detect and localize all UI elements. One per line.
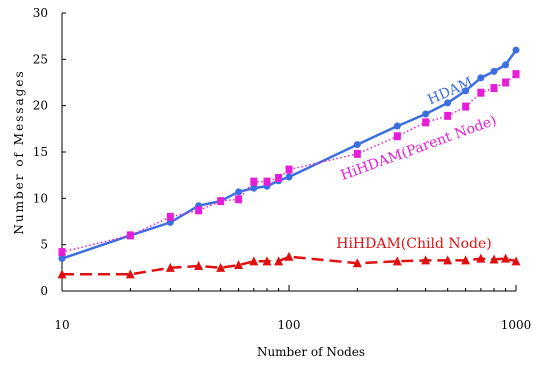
data-point xyxy=(195,206,203,215)
data-point xyxy=(511,256,521,266)
data-point xyxy=(512,46,520,54)
data-point xyxy=(353,149,361,158)
data-point xyxy=(393,132,401,141)
y-axis-title: Number of Messages xyxy=(12,69,26,234)
data-point xyxy=(262,256,272,266)
data-point xyxy=(235,195,243,204)
data-point xyxy=(353,141,361,149)
data-point xyxy=(476,253,486,263)
data-point xyxy=(462,87,470,95)
data-point xyxy=(512,70,520,79)
data-point xyxy=(393,122,401,130)
data-point xyxy=(235,188,243,196)
x-tick-label: 100 xyxy=(278,318,301,332)
data-point xyxy=(250,177,258,186)
y-tick-label: 5 xyxy=(40,238,48,252)
series-line-0 xyxy=(61,49,518,260)
data-point xyxy=(490,84,498,93)
data-point xyxy=(217,197,225,206)
y-tick-label: 20 xyxy=(33,99,48,113)
data-point xyxy=(421,255,431,265)
data-point xyxy=(489,254,499,264)
data-point xyxy=(166,212,174,221)
series-label-2: HiHDAM(Child Node) xyxy=(336,236,492,252)
x-axis-title: Number of Nodes xyxy=(257,345,365,359)
data-point xyxy=(57,269,67,279)
data-point xyxy=(234,260,244,270)
data-point xyxy=(125,269,135,279)
data-point xyxy=(216,262,226,272)
y-tick-label: 30 xyxy=(33,6,48,20)
data-point xyxy=(58,255,66,263)
data-point xyxy=(285,173,293,181)
data-point xyxy=(477,88,485,97)
data-point xyxy=(352,258,362,268)
y-tick-label: 10 xyxy=(33,191,48,205)
y-tick-label: 15 xyxy=(33,145,48,159)
data-point xyxy=(126,231,134,240)
axes xyxy=(61,12,517,292)
data-point xyxy=(490,67,498,75)
series-group xyxy=(57,46,521,279)
data-point xyxy=(274,256,284,266)
data-point xyxy=(461,255,471,265)
series-label-1: HiHDAM(Parent Node) xyxy=(339,113,499,184)
data-point xyxy=(58,248,66,257)
x-tick-label: 10 xyxy=(54,318,69,332)
data-point xyxy=(462,102,470,111)
y-tick-label: 0 xyxy=(40,284,48,298)
data-point xyxy=(443,255,453,265)
data-point xyxy=(422,110,430,118)
data-point xyxy=(165,262,175,272)
data-point xyxy=(263,177,271,186)
data-point xyxy=(502,78,510,87)
data-point xyxy=(250,184,258,192)
data-point xyxy=(502,61,510,69)
x-tick-label: 1000 xyxy=(501,318,532,332)
data-point xyxy=(249,256,259,266)
data-point xyxy=(285,165,293,174)
data-point xyxy=(194,260,204,270)
tick-labels: 0 5 10 15 20 25 30 10 100 1000 xyxy=(33,6,532,332)
y-tick-label: 25 xyxy=(33,52,48,66)
data-point xyxy=(501,253,511,263)
data-point xyxy=(422,118,430,127)
data-point xyxy=(477,74,485,82)
data-point xyxy=(444,99,452,107)
data-point xyxy=(275,173,283,182)
data-point xyxy=(392,256,402,266)
data-point xyxy=(284,251,294,261)
data-point xyxy=(444,111,452,120)
